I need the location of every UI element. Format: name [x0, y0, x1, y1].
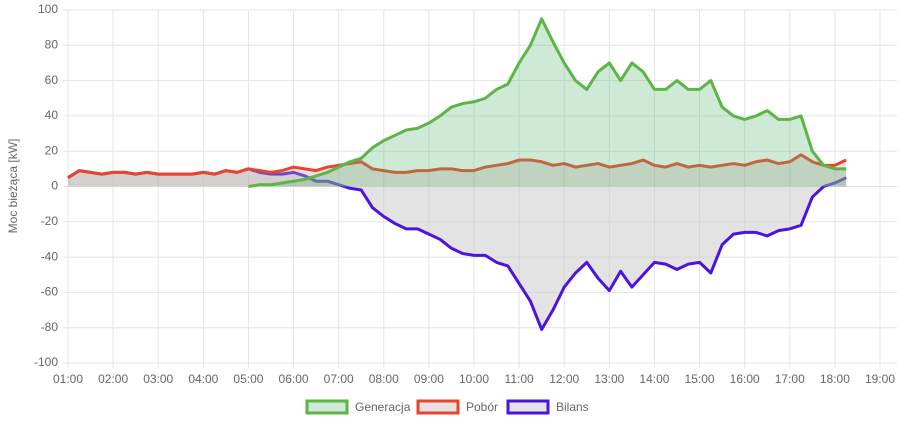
x-tick-label: 02:00 [98, 372, 128, 386]
x-tick-label: 05:00 [233, 372, 263, 386]
legend-label: Pobór [466, 400, 498, 414]
legend-swatch [506, 399, 550, 415]
x-tick-label: 01:00 [53, 372, 83, 386]
y-tick-label: 60 [45, 73, 59, 87]
x-tick-label: 17:00 [775, 372, 805, 386]
x-tick-label: 09:00 [414, 372, 444, 386]
x-tick-label: 10:00 [459, 372, 489, 386]
legend-item: Generacja [305, 399, 411, 415]
x-tick-label: 18:00 [820, 372, 850, 386]
legend-item: Pobór [416, 399, 498, 415]
y-tick-label: 0 [51, 179, 58, 193]
y-tick-label: -80 [41, 320, 59, 334]
y-tick-label: -100 [34, 355, 58, 369]
legend-label: Generacja [355, 400, 411, 414]
x-tick-label: 07:00 [324, 372, 354, 386]
y-tick-label: -40 [41, 249, 59, 263]
legend-label: Bilans [556, 400, 589, 414]
x-tick-label: 14:00 [639, 372, 669, 386]
x-tick-label: 06:00 [279, 372, 309, 386]
x-tick-label: 12:00 [549, 372, 579, 386]
legend-swatch [416, 399, 460, 415]
x-tick-label: 16:00 [730, 372, 760, 386]
series-line [248, 17, 847, 188]
y-tick-label: -60 [41, 285, 59, 299]
y-tick-label: 80 [45, 37, 59, 51]
x-tick-label: 08:00 [369, 372, 399, 386]
x-tick-label: 13:00 [594, 372, 624, 386]
series-area [68, 168, 847, 330]
y-tick-label: 40 [45, 108, 59, 122]
x-tick-label: 15:00 [685, 372, 715, 386]
legend-item: Bilans [506, 399, 589, 415]
legend-swatch [305, 399, 349, 415]
x-tick-label: 19:00 [865, 372, 895, 386]
series-area [248, 18, 847, 187]
y-tick-label: 100 [38, 2, 58, 16]
x-tick-label: 03:00 [143, 372, 173, 386]
y-axis-label: Moc bieżąca [kW] [6, 139, 20, 234]
x-tick-label: 04:00 [188, 372, 218, 386]
y-tick-label: 20 [45, 143, 59, 157]
series-line [67, 153, 847, 179]
y-tick-label: -20 [41, 214, 59, 228]
x-tick-label: 11:00 [505, 372, 534, 386]
